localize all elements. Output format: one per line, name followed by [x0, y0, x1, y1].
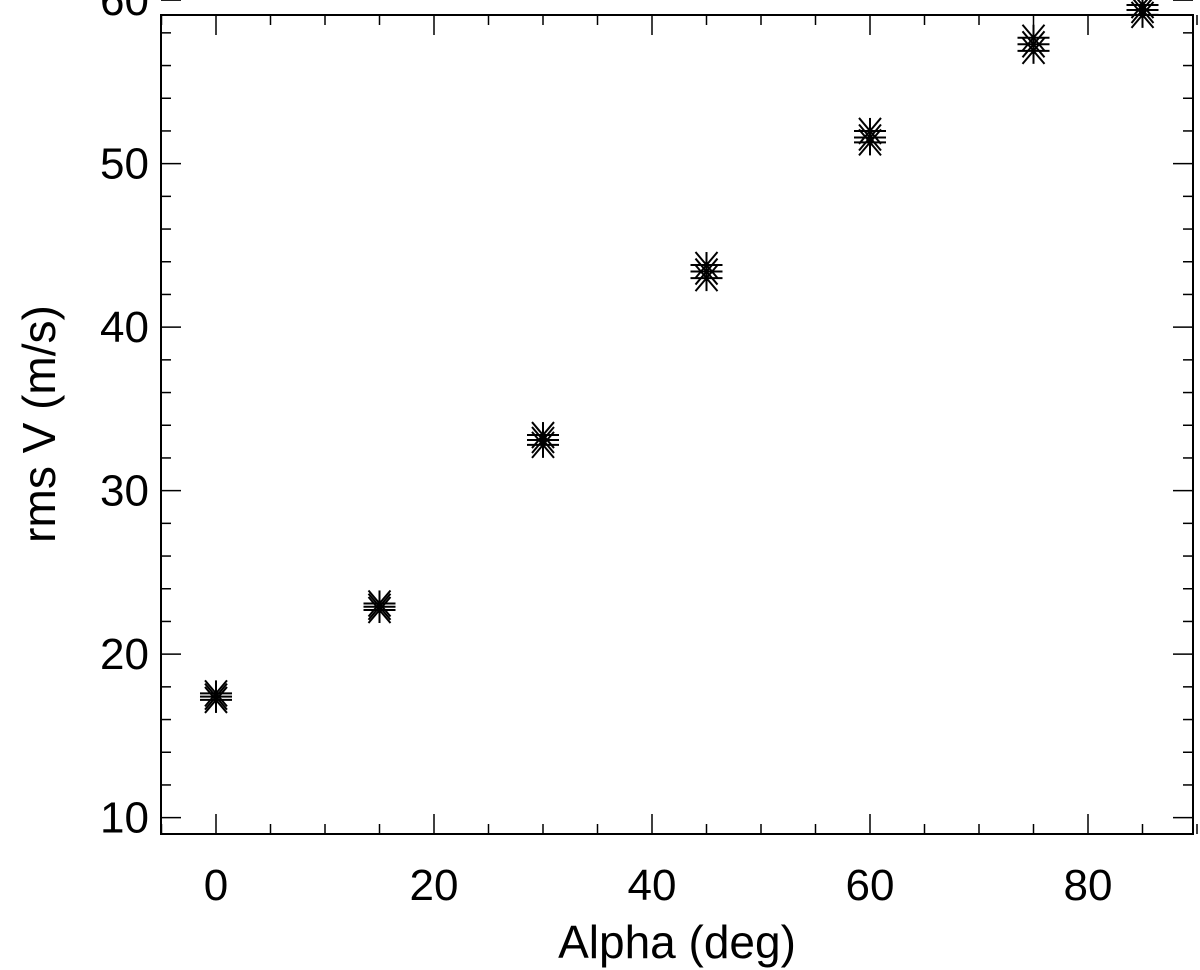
data-point [363, 589, 396, 618]
data-point [200, 679, 232, 708]
x-tick-label: 20 [410, 861, 459, 910]
y-tick-label: 30 [100, 467, 149, 516]
x-axis-title: Alpha (deg) [558, 916, 796, 968]
y-axis-title: rms V (m/s) [13, 305, 65, 543]
data-point [1126, 0, 1159, 19]
axis-ticks [160, 0, 1198, 834]
y-tick-labels: 10 20 30 40 50 60 [100, 0, 149, 843]
x-tick-label: 80 [1064, 861, 1113, 910]
y-tick-label: 20 [100, 630, 149, 679]
y-tick-label: 50 [100, 140, 149, 189]
x-tick-labels: 0 20 40 60 80 [204, 861, 1113, 910]
y-tick-label: 10 [100, 794, 149, 843]
data-point [1017, 24, 1050, 52]
data-points [200, 0, 1159, 714]
plot-frame [160, 14, 1194, 835]
y-tick-label: 40 [100, 303, 149, 352]
x-tick-label: 0 [204, 861, 228, 910]
x-tick-label: 60 [846, 861, 895, 910]
data-point [854, 117, 886, 145]
y-tick-label: 60 [100, 0, 149, 25]
data-point [690, 251, 723, 279]
x-tick-label: 40 [628, 861, 677, 910]
data-point [527, 421, 559, 449]
